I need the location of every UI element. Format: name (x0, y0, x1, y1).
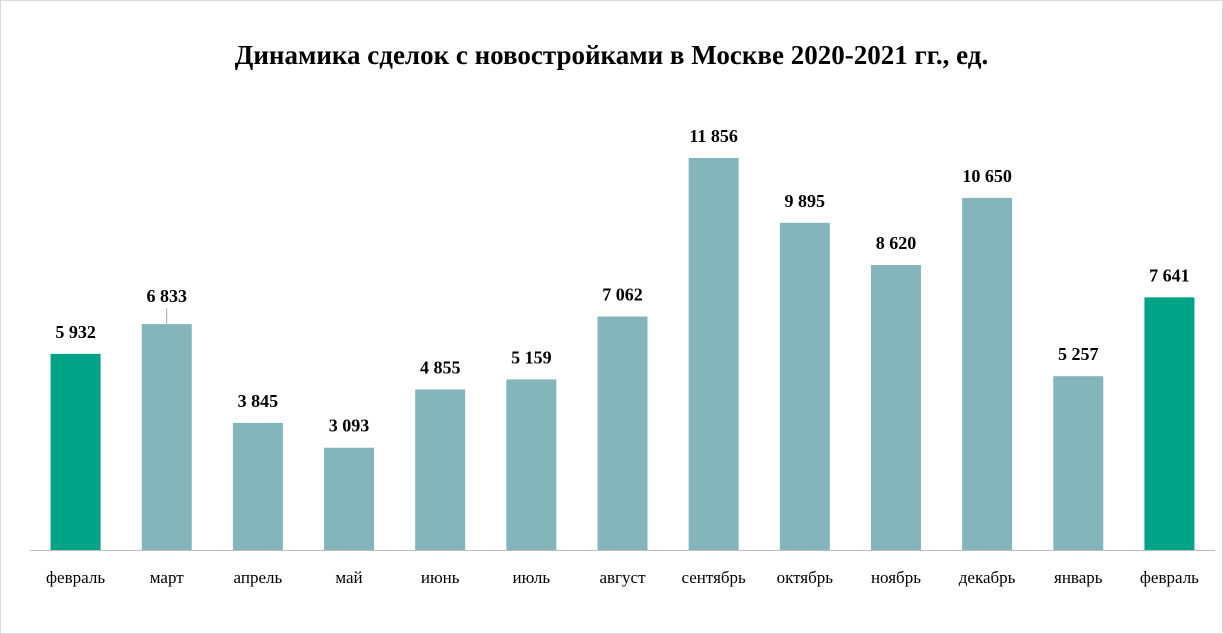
bar-9 (870, 264, 921, 550)
data-label-5: 5 159 (511, 347, 552, 367)
data-label-11: 5 257 (1058, 344, 1099, 364)
bar-10 (962, 197, 1013, 550)
x-tick-label-12: февраль (1140, 568, 1199, 587)
x-tick-label-2: апрель (234, 568, 283, 587)
x-tick-label-0: февраль (46, 568, 105, 587)
bar-12 (1144, 297, 1195, 550)
data-label-0: 5 932 (55, 322, 96, 342)
bar-2 (232, 422, 283, 550)
bar-1 (141, 324, 192, 550)
bar-4 (415, 389, 466, 550)
x-tick-label-7: сентябрь (681, 568, 746, 587)
data-label-4: 4 855 (420, 357, 461, 377)
x-tick-label-5: июль (513, 568, 551, 587)
data-label-6: 7 062 (602, 285, 643, 305)
bar-11 (1053, 376, 1104, 550)
bar-6 (597, 316, 648, 550)
bar-8 (779, 222, 830, 550)
data-label-9: 8 620 (876, 233, 917, 253)
x-tick-label-9: ноябрь (871, 568, 921, 587)
x-tick-label-8: октябрь (777, 568, 834, 587)
x-tick-label-6: август (599, 568, 646, 587)
bar-5 (506, 379, 557, 550)
x-tick-label-1: март (150, 568, 184, 587)
data-label-12: 7 641 (1149, 265, 1190, 285)
bar-7 (688, 158, 739, 550)
bar-0 (50, 353, 101, 550)
data-label-3: 3 093 (329, 416, 370, 436)
x-tick-label-3: май (335, 568, 362, 587)
data-label-7: 11 856 (689, 126, 738, 146)
data-label-8: 9 895 (785, 191, 826, 211)
data-label-10: 10 650 (962, 166, 1012, 186)
x-tick-label-11: январь (1054, 568, 1103, 587)
x-tick-label-4: июнь (421, 568, 460, 587)
data-label-1: 6 833 (146, 286, 187, 306)
bar-3 (324, 447, 375, 550)
chart-title: Динамика сделок с новостройками в Москве… (234, 40, 989, 70)
x-tick-label-10: декабрь (959, 568, 1016, 587)
data-label-2: 3 845 (238, 391, 279, 411)
